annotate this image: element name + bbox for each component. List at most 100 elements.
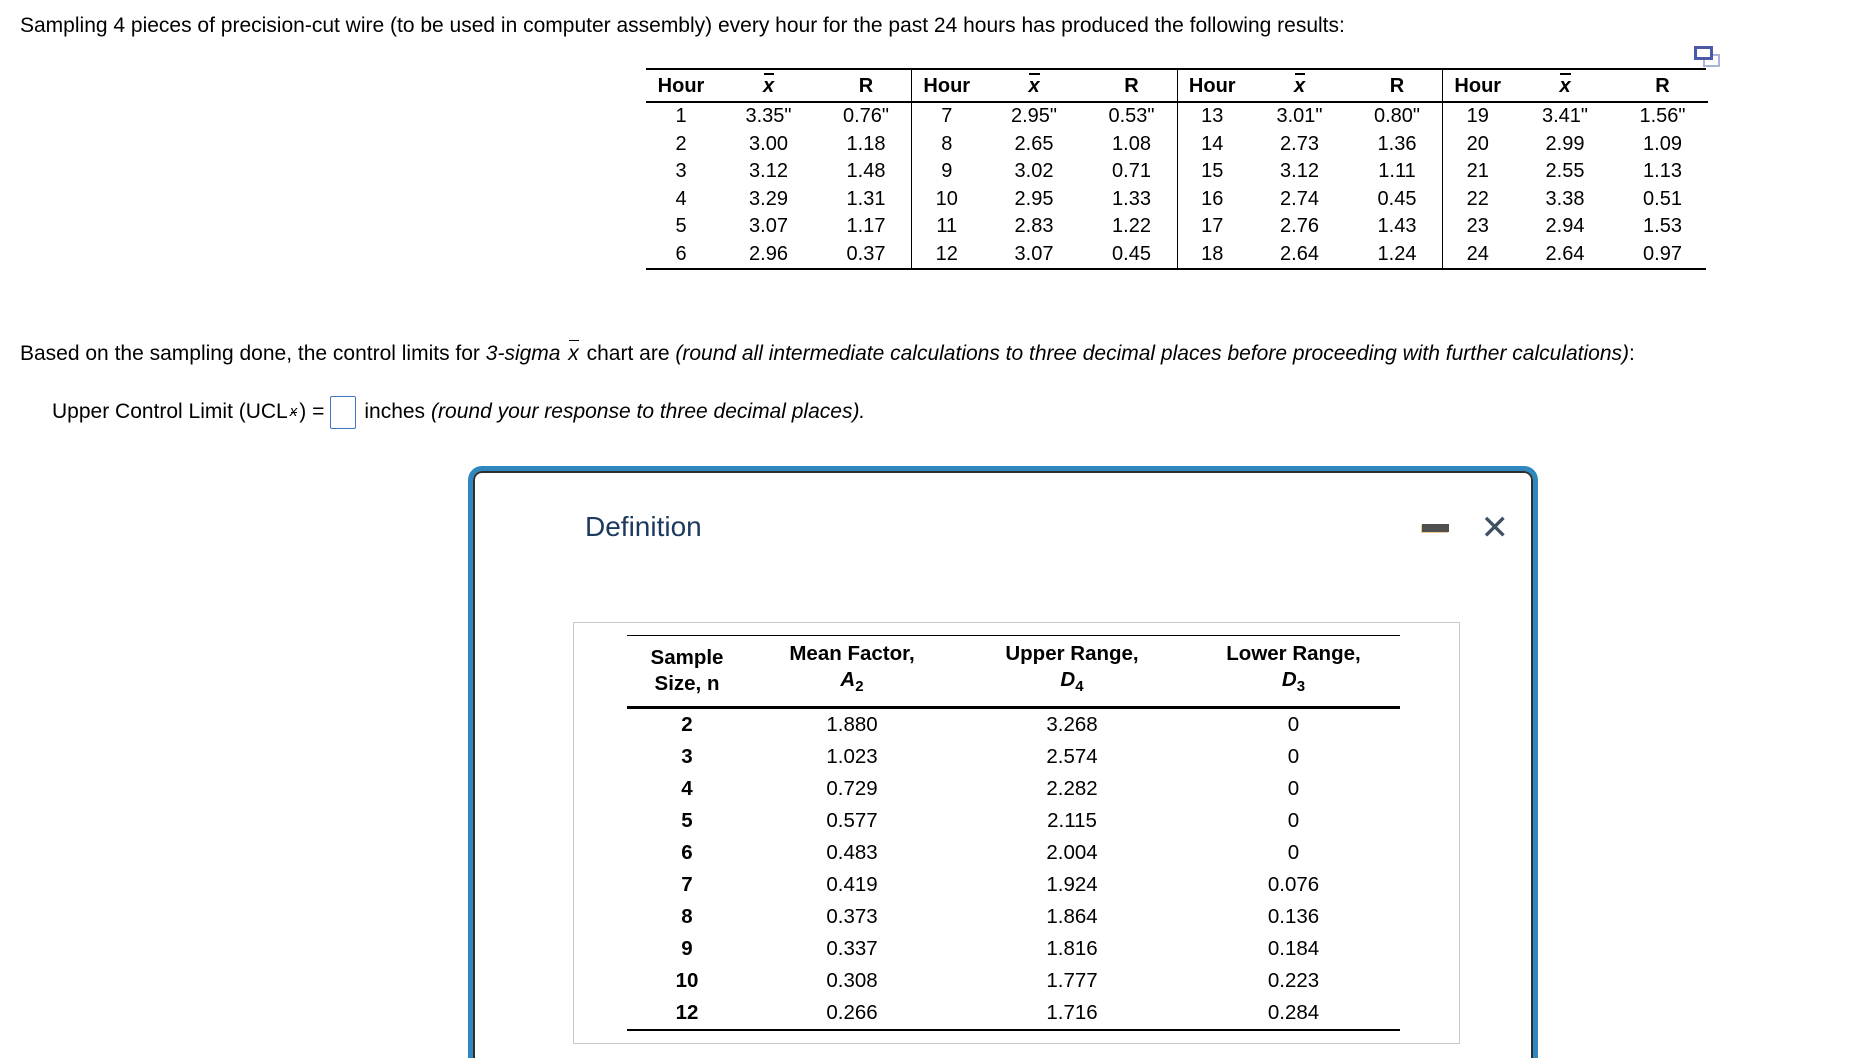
answer-row: Upper Control Limit (UCL x) = inches (round… xyxy=(52,392,865,432)
def-cell: 0.729 xyxy=(826,777,878,801)
def-row: 12 0.266 1.716 0.284 xyxy=(627,997,1400,1032)
def-cell: 0.337 xyxy=(826,937,878,961)
sample-cell: 0.51 xyxy=(1643,187,1682,210)
sample-cell: 1 xyxy=(675,105,687,128)
sample-row: 8 2.65 1.08 xyxy=(912,131,1177,159)
def-cell: 1.023 xyxy=(826,745,878,769)
xbar-header: x xyxy=(981,70,1087,103)
sample-cell: 3.38 xyxy=(1545,187,1585,210)
sample-row: 1 3.35" 0.76" xyxy=(646,102,911,131)
def-row: 8 0.373 1.864 0.136 xyxy=(627,901,1400,933)
def-cell: 1.864 xyxy=(1046,905,1098,929)
modal-controls: ✕ xyxy=(1416,507,1516,549)
def-row: 6 0.483 2.004 0 xyxy=(627,837,1400,869)
def-row: 10 0.308 1.777 0.223 xyxy=(627,965,1400,997)
def-cell: 2.282 xyxy=(1046,777,1098,801)
sample-row: 2 3.00 1.18 xyxy=(646,131,911,159)
sample-cell: 2.99 xyxy=(1545,132,1585,155)
def-col-header: Lower Range, D3 xyxy=(1187,634,1400,710)
sample-cell: 11 xyxy=(936,215,958,238)
sample-cell: 2.73 xyxy=(1280,132,1319,155)
def-cell: 2.574 xyxy=(1046,745,1098,769)
range-header: R xyxy=(821,70,911,103)
sample-cell: 0.53" xyxy=(1108,105,1155,128)
question-sigma: 3-sigma x xyxy=(485,340,579,365)
sample-cell: 1.22 xyxy=(1112,215,1151,238)
def-row: 5 0.577 2.115 0 xyxy=(627,805,1400,837)
samples-table-block-2: Hour x R 7 2.95" 0.53" 8 2.65 1.08 9 3.02 0.71 10 2.9… xyxy=(911,70,1177,268)
close-button[interactable]: ✕ xyxy=(1475,507,1516,549)
def-cell: 0 xyxy=(1287,777,1300,801)
sample-cell: 1.33 xyxy=(1112,187,1151,210)
minus-icon xyxy=(1421,524,1449,532)
sample-cell: 24 xyxy=(1466,242,1489,265)
sample-cell: 2.94 xyxy=(1545,215,1585,238)
sample-cell: 1.31 xyxy=(846,187,886,210)
question-mid: chart are xyxy=(580,342,676,365)
def-cell: 0 xyxy=(1287,713,1300,737)
sample-row: 19 3.41" 1.56" xyxy=(1443,102,1708,131)
sample-row: 4 3.29 1.31 xyxy=(646,186,911,214)
copy-icon-front-rect xyxy=(1694,46,1713,60)
sample-row: 5 3.07 1.17 xyxy=(646,213,911,241)
sample-cell: 3 xyxy=(675,160,687,183)
sample-cell: 1.24 xyxy=(1377,242,1417,265)
sample-cell: 15 xyxy=(1201,160,1224,183)
def-cell: 12 xyxy=(627,997,747,1032)
def-cell: 2 xyxy=(681,713,693,737)
ucl-input[interactable] xyxy=(330,395,357,429)
range-header: R xyxy=(1617,70,1708,103)
copy-table-icon[interactable] xyxy=(1694,46,1720,68)
sample-row: 9 3.02 0.71 xyxy=(912,158,1177,186)
sample-cell: 3.12 xyxy=(749,160,788,183)
sample-row: 6 2.96 0.37 xyxy=(646,241,911,269)
sample-cell: 7 xyxy=(941,105,953,128)
def-cell: 1.816 xyxy=(1046,937,1098,961)
sample-cell: 6 xyxy=(675,242,687,265)
hour-header: Hour xyxy=(1442,70,1513,103)
sample-cell: 0.37 xyxy=(846,242,886,265)
sample-cell: 1.18 xyxy=(846,132,886,155)
sample-cell: 14 xyxy=(1201,132,1224,155)
definition-table-container: Sample Size, n Mean Factor, A2 Upper Range, D… xyxy=(573,622,1460,1044)
sample-row: 7 2.95" 0.53" xyxy=(912,102,1177,131)
samples-table-block-3: Hour x R 13 3.01" 0.80" 14 2.73 1.36 15 3.12 1.11 16… xyxy=(1176,70,1442,268)
def-cell: 10 xyxy=(675,969,699,993)
def-row: 3 1.023 2.574 0 xyxy=(627,741,1400,773)
sample-cell: 1.17 xyxy=(846,215,886,238)
sample-cell: 19 xyxy=(1466,105,1489,128)
sample-row: 16 2.74 0.45 xyxy=(1177,186,1442,214)
sample-row: 17 2.76 1.43 xyxy=(1177,213,1442,241)
sample-cell: 3.02 xyxy=(1014,160,1054,183)
def-cell: 1.924 xyxy=(1046,873,1098,897)
def-cell: 9 xyxy=(681,937,693,961)
intro-text: Sampling 4 pieces of precision-cut wire … xyxy=(20,14,1345,37)
hour-header: Hour xyxy=(1177,70,1247,103)
sample-cell: 20 xyxy=(1466,132,1489,155)
sample-row: 12 3.07 0.45 xyxy=(912,241,1177,269)
definition-table: Sample Size, n Mean Factor, A2 Upper Range, D… xyxy=(627,634,1400,1032)
sample-cell: 2.64 xyxy=(1280,242,1319,265)
sample-row: 11 2.83 1.22 xyxy=(912,213,1177,241)
def-cell: 0.284 xyxy=(1187,997,1400,1032)
def-cell: 1.880 xyxy=(826,713,878,737)
sample-cell: 1.43 xyxy=(1377,215,1417,238)
def-cell: 0 xyxy=(1287,809,1300,833)
def-col-header: Upper Range, D4 xyxy=(957,634,1187,710)
def-cell: 2.004 xyxy=(1046,841,1098,865)
sample-row: 24 2.64 0.97 xyxy=(1443,241,1708,269)
question-lead: Based on the sampling done, the control … xyxy=(20,342,486,365)
sample-row: 21 2.55 1.13 xyxy=(1443,158,1708,186)
def-cell: 8 xyxy=(681,905,693,929)
ucl-unit: inches xyxy=(364,400,426,423)
range-header: R xyxy=(1352,70,1442,103)
sample-row: 10 2.95 1.33 xyxy=(912,186,1177,214)
sample-cell: 4 xyxy=(675,187,687,210)
def-cell: 0.419 xyxy=(826,873,878,897)
sample-cell: 13 xyxy=(1201,105,1224,128)
sample-row: 15 3.12 1.11 xyxy=(1177,158,1442,186)
def-cell: 4 xyxy=(681,777,693,801)
samples-table: Hour x R 1 3.35" 0.76" 2 3.00 1.18 3 3.12 1.48 4 3.29… xyxy=(646,68,1708,270)
minimize-button[interactable] xyxy=(1416,518,1455,538)
